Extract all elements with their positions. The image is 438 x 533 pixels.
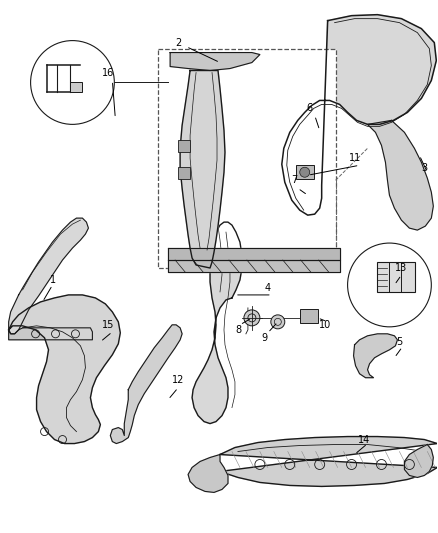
Bar [178, 140, 190, 152]
Polygon shape [170, 53, 260, 70]
Polygon shape [353, 334, 397, 378]
Circle shape [244, 310, 260, 326]
Text: 12: 12 [172, 375, 184, 385]
Text: 11: 11 [350, 154, 362, 163]
Circle shape [31, 41, 114, 124]
Polygon shape [188, 455, 228, 492]
Polygon shape [9, 328, 92, 340]
Polygon shape [367, 120, 433, 230]
Text: 13: 13 [395, 263, 407, 273]
Circle shape [271, 315, 285, 329]
Polygon shape [282, 15, 436, 215]
Text: 2: 2 [175, 38, 181, 47]
Bar [378, 262, 415, 292]
Text: 5: 5 [396, 337, 403, 347]
Bar [158, 49, 336, 268]
Polygon shape [9, 218, 88, 334]
Bar [71, 83, 82, 92]
Text: 8: 8 [235, 325, 241, 335]
Polygon shape [168, 248, 339, 260]
Text: 7: 7 [292, 175, 298, 185]
Text: 15: 15 [102, 320, 115, 330]
Bar [296, 165, 314, 179]
Polygon shape [9, 295, 120, 443]
Polygon shape [192, 222, 242, 424]
Text: 3: 3 [421, 163, 427, 173]
Polygon shape [168, 260, 339, 272]
Polygon shape [404, 445, 433, 478]
Text: 16: 16 [102, 68, 114, 77]
Text: 9: 9 [262, 333, 268, 343]
Text: 6: 6 [307, 103, 313, 114]
Text: 1: 1 [49, 275, 56, 285]
Text: 4: 4 [265, 283, 271, 293]
Circle shape [348, 243, 431, 327]
Bar [178, 167, 190, 179]
Circle shape [300, 167, 310, 177]
Text: 10: 10 [318, 320, 331, 330]
Polygon shape [110, 325, 182, 443]
Polygon shape [220, 437, 437, 487]
Bar [300, 309, 318, 323]
Polygon shape [180, 70, 225, 268]
Text: 14: 14 [358, 434, 371, 445]
